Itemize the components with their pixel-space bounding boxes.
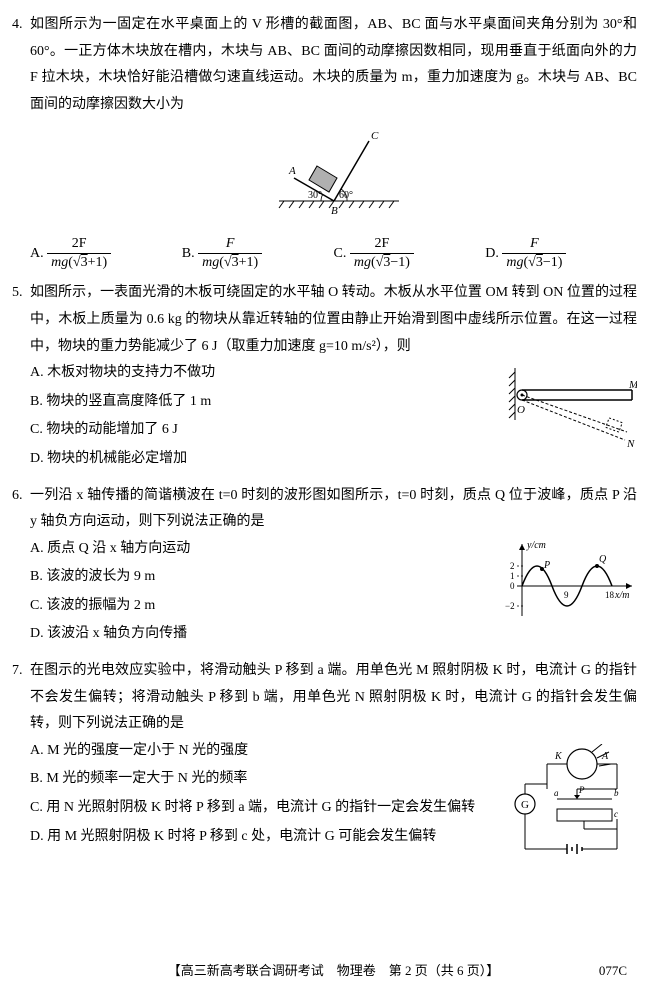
svg-text:A: A (288, 165, 296, 177)
svg-text:0: 0 (510, 581, 515, 591)
question-5-text: 5. 如图所示，一表面光滑的木板可绕固定的水平轴 O 转动。木板从水平位置 OM… (30, 280, 637, 360)
svg-text:−2: −2 (505, 601, 515, 611)
svg-text:B: B (331, 205, 338, 216)
question-7-text: 7. 在图示的光电效应实验中，将滑动触头 P 移到 a 端。用单色光 M 照射阴… (30, 658, 637, 738)
svg-text:2: 2 (510, 561, 515, 571)
q4-opt-a: A. 2Fmg(√3+1) (30, 235, 182, 272)
svg-text:30°: 30° (308, 190, 322, 201)
svg-text:1: 1 (510, 571, 515, 581)
q5-diagram: O M N (507, 360, 637, 461)
q7-number: 7. (12, 658, 23, 685)
page-footer: 【高三新高考联合调研考试 物理卷 第 2 页（共 6 页）】 (0, 959, 667, 984)
svg-text:P: P (543, 560, 550, 571)
svg-text:P: P (578, 785, 585, 795)
question-7: 7. 在图示的光电效应实验中，将滑动触头 P 移到 a 端。用单色光 M 照射阴… (30, 658, 637, 874)
svg-text:C: C (371, 130, 379, 142)
q4-opt-c: C. 2Fmg(√3−1) (334, 235, 486, 272)
q7-diagram: K A G a P b c (507, 744, 637, 875)
q6-number: 6. (12, 483, 23, 510)
q5-body: 如图所示，一表面光滑的木板可绕固定的水平轴 O 转动。木板从水平位置 OM 转到… (30, 285, 637, 353)
question-4: 4. 如图所示为一固定在水平桌面上的 V 形槽的截面图，AB、BC 面与水平桌面… (30, 12, 637, 272)
question-4-text: 4. 如图所示为一固定在水平桌面上的 V 形槽的截面图，AB、BC 面与水平桌面… (30, 12, 637, 118)
q4-number: 4. (12, 12, 23, 39)
svg-text:18: 18 (605, 590, 615, 600)
svg-text:a: a (554, 788, 559, 798)
question-5: 5. 如图所示，一表面光滑的木板可绕固定的水平轴 O 转动。木板从水平位置 OM… (30, 280, 637, 474)
question-6-text: 6. 一列沿 x 轴传播的简谐横波在 t=0 时刻的波形图如图所示，t=0 时刻… (30, 483, 637, 536)
svg-text:c: c (614, 809, 618, 819)
q6-diagram: y/cm x/m P Q 2 1 0 −2 9 18 (502, 536, 637, 637)
page-code: 077C (599, 959, 627, 984)
svg-text:N: N (626, 438, 635, 450)
svg-text:O: O (517, 404, 525, 416)
q4-options: A. 2Fmg(√3+1) B. Fmg(√3+1) C. 2Fmg(√3−1)… (30, 235, 637, 272)
svg-text:M: M (628, 379, 637, 391)
q7-body: 在图示的光电效应实验中，将滑动触头 P 移到 a 端。用单色光 M 照射阴极 K… (30, 663, 637, 731)
svg-text:x/m: x/m (614, 590, 629, 601)
svg-text:b: b (614, 788, 619, 798)
svg-text:K: K (554, 751, 563, 762)
question-6: 6. 一列沿 x 轴传播的简谐横波在 t=0 时刻的波形图如图所示，t=0 时刻… (30, 483, 637, 651)
q4-diagram: A C B 30° 60° (30, 126, 637, 227)
svg-text:G: G (521, 799, 529, 811)
q4-body: 如图所示为一固定在水平桌面上的 V 形槽的截面图，AB、BC 面与水平桌面间夹角… (30, 17, 637, 112)
q4-opt-d: D. Fmg(√3−1) (485, 235, 637, 272)
q5-number: 5. (12, 280, 23, 307)
q4-opt-b: B. Fmg(√3+1) (182, 235, 334, 272)
svg-text:Q: Q (599, 554, 607, 565)
svg-text:A: A (601, 751, 609, 762)
svg-text:9: 9 (564, 590, 569, 600)
q6-body: 一列沿 x 轴传播的简谐横波在 t=0 时刻的波形图如图所示，t=0 时刻，质点… (30, 488, 637, 530)
svg-text:y/cm: y/cm (526, 540, 546, 551)
